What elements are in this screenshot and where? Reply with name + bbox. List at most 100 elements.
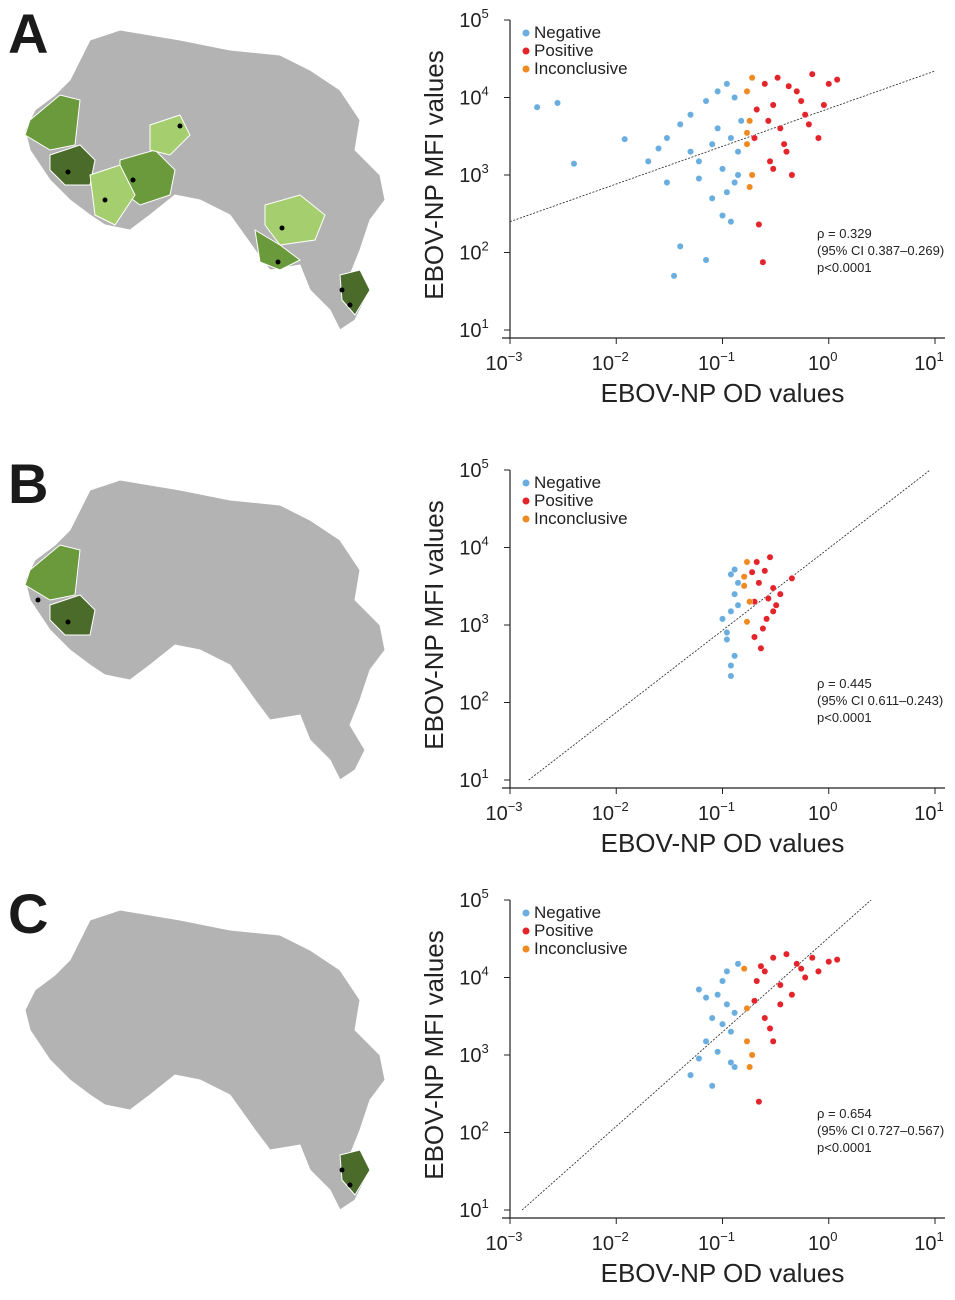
x-tick-label: 101 bbox=[914, 1229, 943, 1255]
data-point bbox=[793, 960, 801, 968]
data-point bbox=[808, 70, 816, 78]
data-point bbox=[820, 101, 828, 109]
legend-marker-positive bbox=[522, 497, 530, 505]
legend-marker-positive bbox=[522, 47, 530, 55]
data-point bbox=[788, 574, 796, 582]
y-tick-label: 101 bbox=[459, 316, 488, 342]
data-point bbox=[766, 1025, 774, 1032]
legend-marker-positive bbox=[522, 927, 530, 935]
data-point bbox=[723, 1000, 731, 1008]
data-point bbox=[695, 986, 703, 993]
series-negative bbox=[533, 80, 745, 280]
panel-letter: A bbox=[8, 2, 49, 65]
y-tick-exp: 3 bbox=[482, 161, 489, 176]
data-point bbox=[708, 1014, 716, 1022]
data-point bbox=[764, 117, 772, 125]
x-tick-exp: −3 bbox=[508, 349, 523, 364]
x-tick-exp: −2 bbox=[614, 349, 629, 364]
data-point bbox=[748, 568, 756, 576]
panel-letter: B bbox=[8, 452, 49, 515]
data-point bbox=[748, 74, 756, 82]
data-point bbox=[788, 171, 796, 179]
x-tick-exp: −3 bbox=[508, 1229, 523, 1244]
data-point bbox=[719, 977, 726, 985]
data-point bbox=[743, 87, 751, 95]
map-region-mid bbox=[24, 94, 81, 151]
data-point bbox=[805, 120, 813, 128]
data-point bbox=[772, 601, 780, 609]
data-point bbox=[702, 994, 710, 1002]
x-tick-exp: 1 bbox=[937, 799, 944, 814]
stats-text: ρ = 0.654 bbox=[817, 1106, 872, 1121]
legend-label-positive: Positive bbox=[534, 921, 594, 940]
data-point bbox=[815, 967, 822, 975]
legend-label-inconclusive: Inconclusive bbox=[534, 939, 628, 958]
data-point bbox=[740, 965, 748, 973]
legend-marker-inconclusive bbox=[522, 515, 530, 523]
stats-text: p<0.0001 bbox=[817, 710, 872, 725]
data-point bbox=[533, 103, 541, 111]
data-point bbox=[776, 1000, 784, 1008]
x-tick-exp: −1 bbox=[720, 349, 735, 364]
data-point bbox=[793, 87, 801, 95]
data-point bbox=[687, 1071, 694, 1079]
y-tick-exp: 3 bbox=[482, 1041, 489, 1056]
regression-line bbox=[509, 70, 936, 223]
y-tick-exp: 4 bbox=[482, 964, 489, 979]
data-point bbox=[655, 145, 662, 152]
data-point bbox=[714, 124, 722, 132]
x-tick-label: 100 bbox=[808, 799, 837, 825]
data-point bbox=[723, 188, 731, 196]
data-point bbox=[801, 974, 809, 981]
panel-b: B 10−3 10−2 10−1 100 101 101 102 103 104 105 EBOV-… bbox=[0, 450, 955, 870]
data-point bbox=[761, 567, 769, 575]
x-tick-label: 100 bbox=[808, 349, 837, 375]
y-tick-exp: 4 bbox=[482, 84, 489, 99]
legend-marker-negative bbox=[522, 29, 530, 37]
data-point bbox=[746, 1063, 754, 1071]
data-point bbox=[727, 672, 735, 680]
data-point bbox=[753, 558, 761, 566]
data-point bbox=[769, 1037, 777, 1045]
data-point bbox=[740, 573, 748, 581]
data-point bbox=[731, 94, 739, 101]
y-tick-exp: 1 bbox=[482, 316, 489, 331]
data-point bbox=[815, 134, 822, 142]
data-point bbox=[663, 179, 671, 186]
data-point bbox=[719, 615, 726, 623]
x-tick-exp: −3 bbox=[508, 799, 523, 814]
x-tick-label: 101 bbox=[914, 349, 943, 375]
x-tick-exp: −1 bbox=[720, 799, 735, 814]
data-point bbox=[753, 977, 761, 985]
x-tick-exp: −2 bbox=[614, 799, 629, 814]
data-point bbox=[734, 171, 742, 179]
series-positive bbox=[748, 553, 796, 652]
map-region-mid bbox=[254, 229, 301, 271]
map-region-dark bbox=[339, 269, 371, 316]
data-point bbox=[755, 579, 763, 587]
stats-text: ρ = 0.329 bbox=[817, 226, 872, 241]
map-region-dark bbox=[49, 594, 96, 636]
data-point bbox=[761, 80, 769, 88]
x-tick-label: 100 bbox=[808, 1229, 837, 1255]
data-point bbox=[759, 625, 767, 632]
series-positive bbox=[751, 70, 841, 266]
data-point bbox=[727, 662, 735, 669]
data-point bbox=[734, 579, 742, 587]
y-tick-exp: 5 bbox=[482, 886, 489, 901]
data-point bbox=[708, 1082, 716, 1090]
y-tick-label: 104 bbox=[459, 84, 488, 110]
y-tick-label: 103 bbox=[459, 161, 488, 187]
data-point bbox=[776, 981, 784, 989]
x-tick-exp: 1 bbox=[937, 349, 944, 364]
map-region-dark bbox=[49, 144, 96, 186]
x-axis-label: EBOV-NP OD values bbox=[601, 1258, 845, 1288]
data-point bbox=[663, 134, 671, 142]
x-tick-label: 10−1 bbox=[698, 799, 735, 825]
y-tick-exp: 5 bbox=[482, 456, 489, 471]
regression-line bbox=[521, 899, 872, 1211]
data-point bbox=[757, 644, 765, 652]
data-point bbox=[731, 590, 739, 598]
data-point bbox=[761, 1014, 769, 1022]
data-point bbox=[743, 1037, 751, 1045]
